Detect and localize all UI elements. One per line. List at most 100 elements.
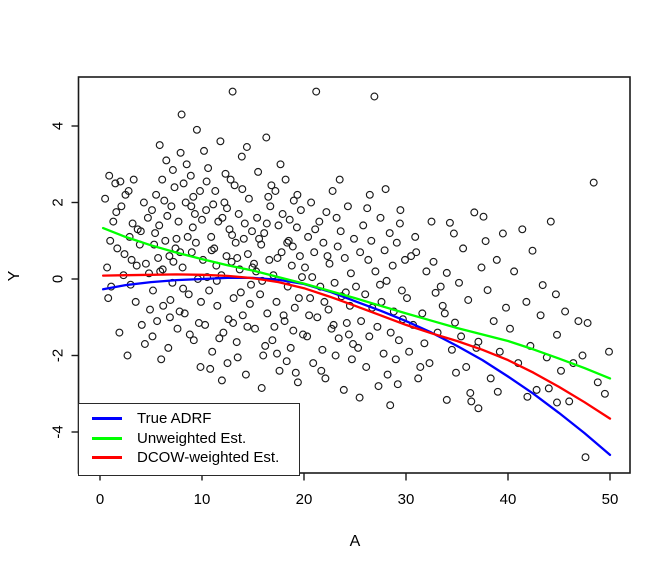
data-point — [442, 395, 451, 404]
x-tick-label: 0 — [96, 491, 104, 508]
data-point — [301, 263, 309, 272]
data-point — [352, 282, 360, 291]
data-point — [289, 196, 298, 205]
data-point — [565, 397, 574, 406]
data-point — [183, 232, 192, 241]
data-point — [243, 250, 252, 259]
data-point — [328, 187, 337, 195]
data-point — [196, 187, 204, 195]
data-point — [327, 324, 336, 333]
data-point — [240, 219, 249, 228]
data-point — [523, 392, 532, 401]
data-point — [172, 234, 181, 243]
data-point — [176, 148, 185, 157]
data-point — [528, 246, 537, 255]
line-swatch-green — [92, 436, 122, 440]
data-point — [287, 261, 296, 270]
data-point — [296, 206, 305, 215]
x-tick-label: 10 — [194, 491, 211, 508]
data-point — [181, 198, 190, 207]
data-point — [474, 404, 483, 413]
data-point — [127, 255, 136, 264]
legend-item-unweighted: Unweighted Est. — [79, 429, 299, 449]
data-point — [374, 382, 383, 391]
data-point — [217, 376, 226, 385]
legend-label: True ADRF — [137, 410, 212, 428]
data-point — [329, 320, 338, 329]
data-point — [187, 248, 196, 257]
data-point — [211, 187, 220, 195]
data-point — [242, 143, 251, 151]
data-point — [403, 294, 411, 303]
data-point — [405, 347, 414, 356]
data-point — [273, 349, 281, 358]
x-axis: 0 10 20 30 40 50 — [96, 473, 619, 508]
data-point — [151, 229, 160, 238]
data-point — [385, 229, 394, 238]
data-point — [162, 156, 171, 165]
data-point — [532, 385, 541, 394]
data-point — [239, 234, 248, 243]
data-point — [228, 231, 237, 239]
data-point — [160, 196, 169, 205]
data-point — [422, 267, 431, 276]
data-point — [546, 217, 555, 226]
data-point — [266, 202, 275, 211]
data-point — [273, 254, 282, 262]
data-point — [411, 232, 420, 241]
data-point — [209, 200, 218, 209]
data-point — [131, 297, 140, 306]
data-point — [219, 328, 228, 337]
data-point — [226, 175, 235, 184]
curve-true-adrf — [101, 276, 612, 457]
data-point — [495, 347, 504, 356]
data-point — [359, 221, 368, 230]
plot-border — [77, 76, 631, 474]
data-point — [191, 238, 200, 247]
data-point — [322, 208, 331, 217]
data-point — [365, 332, 374, 341]
data-point — [551, 290, 560, 299]
data-point — [357, 317, 366, 326]
data-point — [200, 146, 208, 155]
data-point — [379, 349, 388, 358]
data-point — [104, 294, 113, 303]
data-point — [270, 322, 279, 331]
data-point — [310, 248, 319, 257]
data-point — [165, 313, 174, 322]
data-point — [123, 351, 132, 360]
data-point — [204, 164, 213, 173]
data-point — [243, 322, 252, 331]
x-tick-label: 50 — [602, 491, 619, 508]
data-point — [205, 286, 214, 295]
y-axis-title: Y — [6, 270, 23, 281]
data-point — [245, 299, 254, 308]
data-point — [260, 229, 269, 238]
data-point — [299, 330, 307, 339]
data-point — [109, 217, 118, 226]
data-point — [589, 178, 598, 187]
data-point — [412, 248, 421, 257]
data-point — [261, 341, 270, 350]
data-point — [288, 242, 297, 251]
data-point — [323, 252, 332, 261]
data-point — [184, 290, 193, 299]
data-point — [294, 294, 303, 303]
data-point — [229, 319, 238, 327]
data-point — [159, 301, 168, 310]
data-point — [349, 340, 357, 348]
data-point — [210, 244, 219, 253]
data-point — [202, 177, 211, 186]
data-point — [146, 305, 154, 314]
data-point — [581, 453, 590, 462]
data-point — [265, 255, 274, 264]
y-tick-label: -2 — [50, 349, 67, 362]
data-point — [363, 204, 372, 213]
data-point — [394, 336, 403, 345]
data-point — [248, 227, 256, 236]
data-point — [376, 213, 385, 222]
data-point — [315, 217, 324, 226]
data-point — [174, 217, 183, 226]
